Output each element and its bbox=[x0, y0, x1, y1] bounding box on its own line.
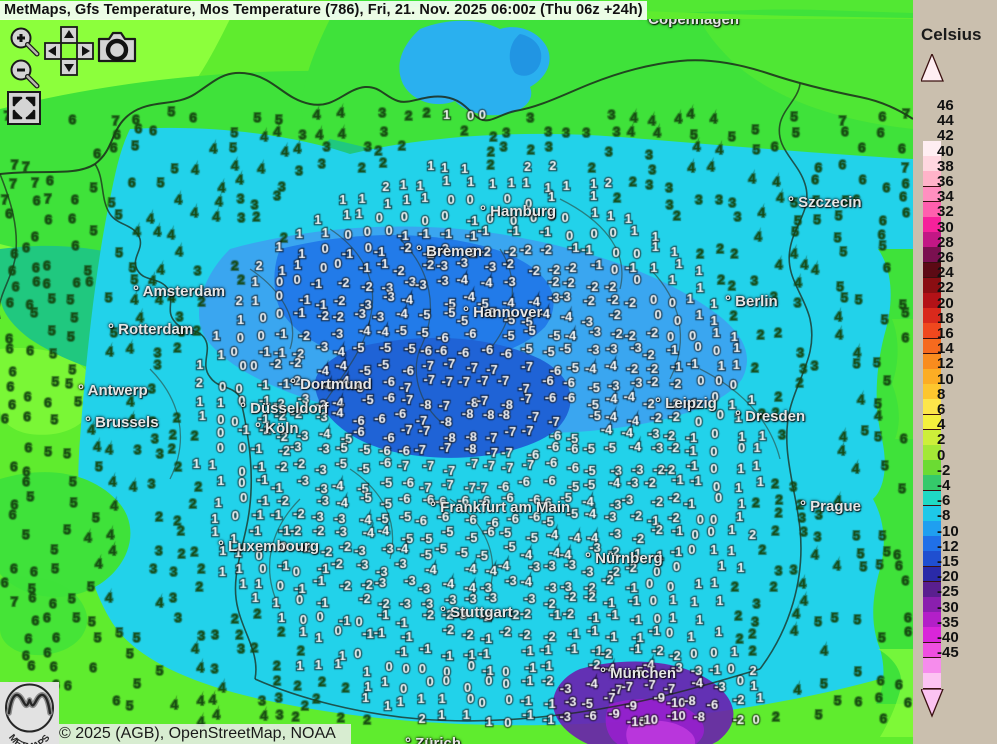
svg-text:METMAPS: METMAPS bbox=[6, 732, 53, 744]
